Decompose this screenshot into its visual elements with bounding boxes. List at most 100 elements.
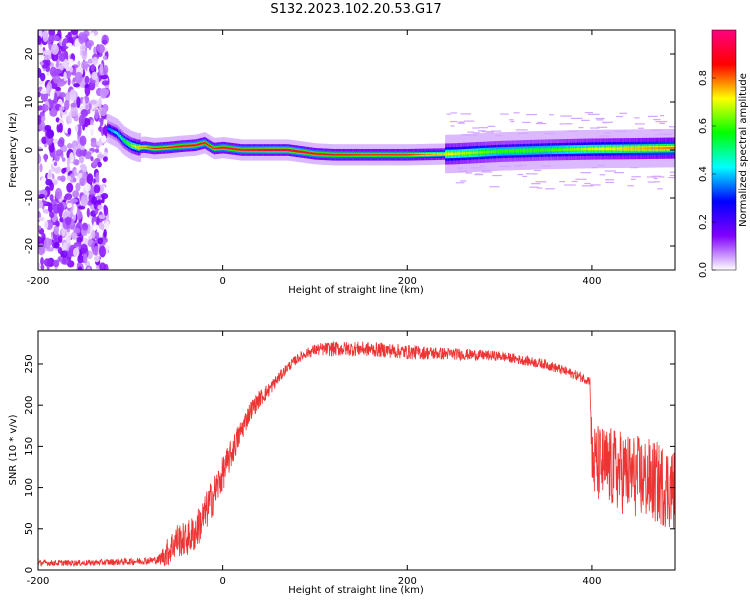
speckle-cell <box>580 172 591 174</box>
ridge-cell <box>334 154 337 156</box>
ridge-cell <box>540 149 543 152</box>
speckle-cell <box>595 117 605 120</box>
speckle-cell <box>450 125 455 127</box>
ridge-cell <box>188 144 191 147</box>
ridge-cell <box>616 147 619 150</box>
ridge-cell <box>298 150 301 153</box>
noise-cell <box>41 104 49 112</box>
ridge-cell <box>263 149 266 151</box>
noise-cell <box>38 91 41 98</box>
ridge-cell <box>236 148 239 150</box>
colorbar-ticks: 0.0 0.2 0.4 0.6 0.8 <box>698 70 716 278</box>
speckle-cell <box>495 135 503 137</box>
ridge-cell <box>256 149 259 151</box>
ridge-cell <box>425 153 428 156</box>
ridge-cell <box>511 149 514 153</box>
ridge-cell <box>313 153 316 155</box>
colorbar-tick-label: 0.4 <box>698 166 709 182</box>
x-tick-label: 400 <box>582 276 601 287</box>
noise-cell <box>62 58 69 69</box>
ridge-cell <box>476 151 479 154</box>
noise-cell <box>98 214 106 219</box>
ridge-cell <box>535 149 538 152</box>
ridge-cell <box>332 154 335 156</box>
noise-cell <box>98 97 102 109</box>
ridge-cell <box>166 146 169 149</box>
ridge-cell <box>273 149 276 151</box>
noise-cell <box>99 63 104 75</box>
noise-cell <box>61 257 70 265</box>
ridge-cell <box>470 151 473 155</box>
noise-cell <box>77 60 81 67</box>
noise-cell <box>72 247 80 258</box>
ridge-cell <box>218 147 221 149</box>
ridge-cell <box>544 148 547 152</box>
ridge-cell <box>150 147 153 149</box>
speckle-cell <box>613 172 624 174</box>
noise-cell <box>55 69 63 74</box>
ridge-cell <box>562 148 565 151</box>
ridge-cell <box>241 149 244 151</box>
ridge-cell <box>125 141 128 143</box>
ridge-cell <box>170 146 173 148</box>
speckle-cell <box>619 112 627 114</box>
ridge-cell <box>244 149 247 151</box>
ridge-cell <box>486 150 489 154</box>
speckle-cell <box>630 167 639 169</box>
speckle-cell <box>477 130 486 132</box>
speckle-cell <box>596 119 604 121</box>
speckle-cell <box>499 113 509 115</box>
ridge-cell <box>597 147 600 151</box>
noise-cell <box>57 247 63 254</box>
noise-cell <box>93 46 97 55</box>
noise-cell <box>70 30 79 36</box>
ridge-cell <box>521 149 524 152</box>
ridge-cell <box>666 147 669 150</box>
speckle-cell <box>517 132 529 134</box>
ridge-cell <box>517 149 520 153</box>
ridge-cell <box>438 153 441 155</box>
ridge-cell <box>665 147 668 150</box>
speckle-cell <box>651 129 663 131</box>
spectrogram-heatmap <box>38 30 675 270</box>
ridge-cell <box>579 148 582 151</box>
ridge-cell <box>564 148 567 151</box>
noise-cell <box>96 215 100 226</box>
noise-cell <box>55 149 64 157</box>
noise-cell <box>40 264 45 270</box>
ridge-cell <box>349 154 352 156</box>
noise-cell <box>58 64 64 71</box>
noise-cell <box>48 30 56 37</box>
ridge-cell <box>290 149 293 152</box>
speckle-cell <box>450 112 458 114</box>
ridge-cell <box>526 149 529 152</box>
noise-cell <box>102 156 108 162</box>
ridge-cell <box>375 154 378 156</box>
colorbar-label: Normalized spectral amplitude <box>738 73 749 227</box>
speckle-cell <box>634 123 645 125</box>
ridge-cell <box>276 149 279 151</box>
noise-cell <box>53 75 61 84</box>
ridge-cell <box>240 149 243 151</box>
ridge-cell <box>341 154 344 156</box>
ridge-cell <box>367 154 370 156</box>
ridge-cell <box>608 147 611 151</box>
ridge-cell <box>320 153 323 155</box>
ridge-cell <box>643 147 646 150</box>
x-tick-label: 0 <box>219 576 225 587</box>
ridge-cell <box>194 144 197 146</box>
ridge-cell <box>223 147 226 149</box>
speckle-cell <box>659 122 665 125</box>
ridge-cell <box>572 148 575 151</box>
snr-line-layer <box>38 341 675 568</box>
ridge-cell <box>565 148 568 151</box>
ridge-cell <box>237 148 240 151</box>
speckle-cell <box>463 120 475 122</box>
ridge-cell <box>507 150 510 153</box>
noise-cell <box>49 109 58 117</box>
ridge-cell <box>586 148 589 151</box>
ridge-cell <box>355 154 358 156</box>
y-tick-label: 50 <box>24 522 35 535</box>
noise-cell <box>48 35 55 43</box>
noise-cell <box>90 63 95 72</box>
